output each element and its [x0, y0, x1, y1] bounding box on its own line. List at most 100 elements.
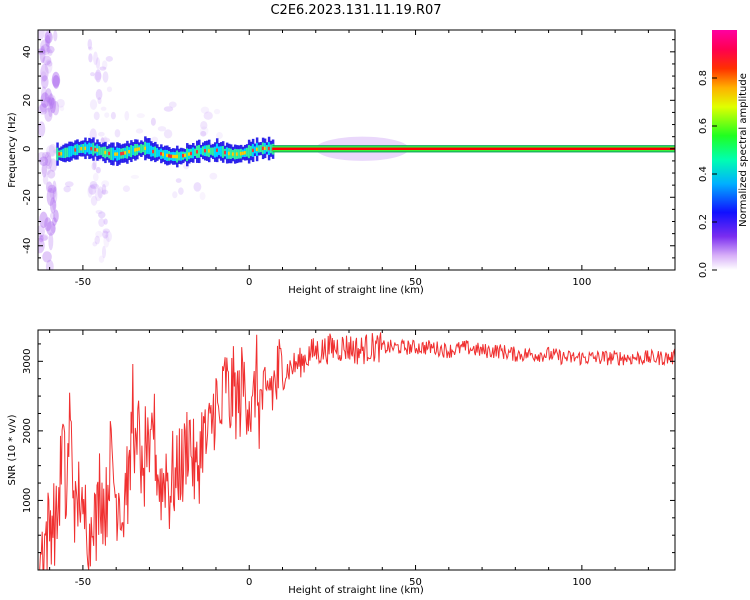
spectrogram-noise — [199, 192, 206, 201]
spectrogram-band-mid — [197, 144, 201, 158]
spectrogram-band-mid — [76, 143, 79, 155]
spectrogram-noise — [209, 172, 218, 180]
spectrogram-band-core — [74, 148, 77, 152]
spectrogram-band-mid — [257, 145, 261, 153]
spectrogram-band-core — [144, 146, 147, 151]
spectrogram-noise — [98, 218, 105, 227]
spectrogram-noise — [157, 126, 167, 132]
spectrogram-noise — [130, 174, 140, 179]
spectrogram-noise — [216, 132, 223, 140]
spectrogram-noise — [39, 234, 49, 241]
spectrogram-noise — [168, 101, 177, 108]
spectrogram-noise — [163, 129, 173, 139]
spectrogram-band-core — [190, 151, 193, 156]
spectrogram-band-core — [104, 150, 107, 155]
spectrogram-band-core — [58, 152, 61, 156]
spectrogram-noise — [87, 38, 93, 50]
spectrogram-noise — [163, 106, 174, 112]
spectrogram-band-mid — [118, 148, 121, 160]
spectrogram-band-mid — [186, 148, 189, 162]
spectrogram-noise — [135, 128, 144, 134]
spectrogram-band-mid — [72, 146, 75, 155]
spectrogram-noise — [47, 184, 57, 194]
colorbar-tick-label: 0.4 — [698, 166, 709, 182]
spectrogram-band-mid — [102, 146, 105, 157]
spectrogram-noise — [97, 97, 102, 105]
spectrogram-band-mid — [219, 146, 223, 157]
spectrogram-noise — [95, 166, 101, 174]
spectrogram-noise — [41, 43, 51, 56]
spectrogram-band-mid — [100, 147, 103, 156]
spectrogram-noise — [100, 137, 111, 143]
spectrogram-band-mid — [178, 152, 181, 161]
colorbar-ticks: 0.0 0.2 0.4 0.6 0.8 — [698, 70, 717, 278]
spectrogram-noise — [42, 251, 52, 263]
spectrogram-noise — [40, 39, 50, 53]
spectrogram-band-mid — [237, 149, 241, 159]
spectrogram-band-core — [114, 152, 117, 156]
spectrogram-panel: -50 0 50 100 -40 -20 0 20 40 Height of straight … — [7, 29, 676, 296]
spectrogram-band-core — [243, 151, 247, 155]
spectrogram-band-mid — [201, 146, 205, 156]
snr-x-label: Height of straight line (km) — [288, 585, 424, 596]
spectrogram-band-mid — [158, 149, 161, 157]
spectrogram-noise — [59, 105, 65, 112]
spectrogram-band-mid — [70, 145, 73, 157]
spectrogram-noise — [46, 145, 56, 157]
snr-panel: -50 0 50 100 1000 2000 3000 Height of straight… — [7, 329, 676, 596]
spectrogram-noise — [44, 59, 53, 74]
spectrogram-noise — [40, 71, 47, 83]
spectrogram-noise — [94, 188, 102, 202]
spectrogram-noise — [45, 34, 51, 48]
spectrogram-band-mid — [180, 151, 183, 161]
spectrogram-noise — [53, 209, 59, 223]
snr-y-tick-label: 2000 — [22, 418, 33, 443]
spectrogram-noise — [41, 161, 47, 178]
spectrogram-band-mid — [88, 142, 91, 155]
spectrogram-y-tick-label: 20 — [22, 94, 33, 107]
spectrogram-noise — [51, 95, 57, 109]
snr-marks — [39, 332, 675, 570]
spectrogram-band-core — [241, 151, 245, 155]
spectrogram-noise — [106, 86, 113, 93]
spectrogram-x-tick-label: -50 — [75, 277, 91, 288]
snr-frame — [37, 329, 676, 571]
spectrogram-noise — [90, 195, 98, 206]
spectrogram-band-core — [267, 146, 271, 151]
spectrogram-noise — [45, 155, 53, 170]
spectrogram-noise — [49, 212, 55, 220]
spectrogram-band-core — [172, 154, 175, 159]
spectrogram-noise — [41, 164, 52, 176]
spectrogram-noise — [102, 230, 109, 239]
spectrogram-noise — [49, 158, 58, 172]
spectrogram-noise — [88, 53, 93, 63]
spectrogram-noise — [52, 186, 58, 204]
spectrogram-noise — [39, 156, 49, 167]
spectrogram-noise — [193, 182, 202, 192]
spectrogram-band-mid — [126, 145, 129, 159]
spectrogram-band-mid — [132, 145, 135, 156]
spectrogram-band-mid — [92, 142, 95, 156]
spectrogram-x-label: Height of straight line (km) — [288, 285, 424, 296]
snr-y-tick-label: 1000 — [22, 488, 33, 513]
spectrogram-noise — [122, 185, 131, 192]
snr-x-tick-label: 50 — [409, 577, 422, 588]
spectrogram-band-core — [170, 154, 173, 158]
spectrogram-noise — [48, 143, 57, 157]
spectrogram-band-core — [160, 152, 163, 156]
snr-y-tick-label: 3000 — [22, 349, 33, 374]
spectrogram-noise — [46, 221, 56, 236]
spectrogram-band-mid — [112, 147, 115, 161]
spectrogram-noise — [105, 56, 113, 62]
spectrogram-band-mid — [86, 144, 89, 153]
spectrogram-band-core — [128, 150, 131, 154]
colorbar: 0.0 0.2 0.4 0.6 0.8 Normalized spectral ampl… — [698, 30, 749, 278]
spectrogram-noise — [39, 235, 48, 242]
spectrogram-noise — [45, 259, 54, 270]
spectrogram-noise — [43, 96, 53, 107]
spectrogram-band-mid — [56, 147, 59, 161]
spectrogram-noise — [88, 184, 97, 195]
spectrogram-noise — [88, 46, 93, 51]
spectrogram-noise — [39, 102, 47, 113]
